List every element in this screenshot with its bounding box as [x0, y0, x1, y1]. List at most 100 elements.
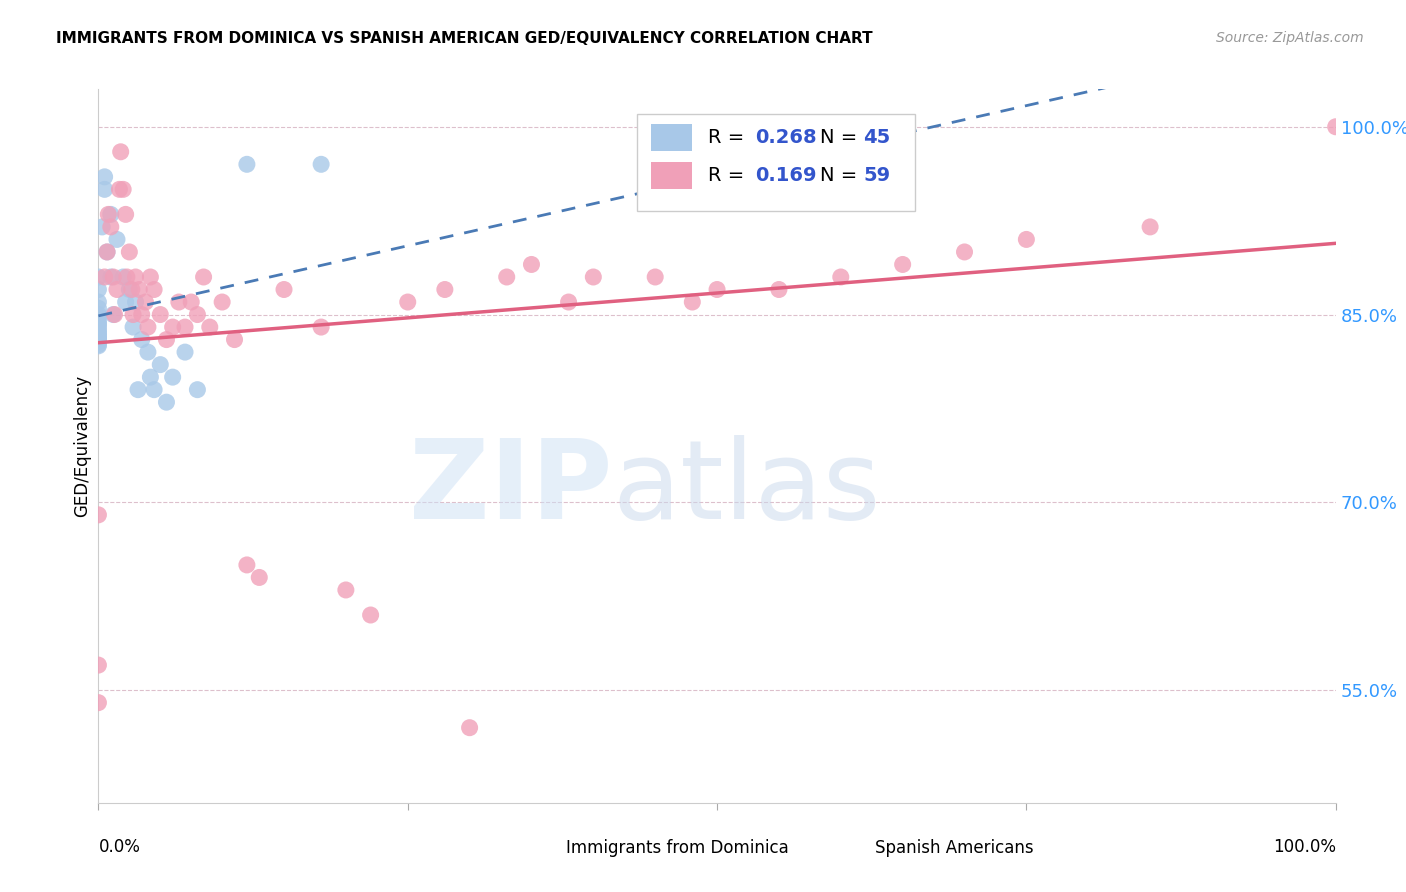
- Point: [309, 157, 332, 171]
- Point: [87, 337, 110, 351]
- Point: [706, 283, 728, 297]
- Text: 0.0%: 0.0%: [98, 838, 141, 855]
- Point: [87, 310, 110, 324]
- Text: R =: R =: [709, 166, 751, 185]
- Point: [681, 295, 703, 310]
- Point: [122, 320, 145, 334]
- Point: [115, 270, 138, 285]
- Text: ZIP: ZIP: [409, 435, 612, 542]
- FancyBboxPatch shape: [651, 124, 692, 152]
- Point: [162, 320, 184, 334]
- Point: [644, 270, 666, 285]
- Point: [124, 295, 146, 310]
- Point: [127, 383, 149, 397]
- Point: [105, 232, 128, 246]
- Point: [557, 295, 579, 310]
- Point: [335, 582, 357, 597]
- Point: [1139, 219, 1161, 234]
- Text: Spanish Americans: Spanish Americans: [876, 839, 1033, 857]
- Point: [118, 283, 141, 297]
- Point: [87, 318, 110, 332]
- Point: [105, 283, 128, 297]
- Point: [114, 295, 136, 310]
- Point: [96, 244, 118, 259]
- Text: 59: 59: [863, 166, 890, 185]
- Point: [236, 558, 259, 572]
- FancyBboxPatch shape: [637, 114, 915, 211]
- Point: [93, 169, 115, 184]
- Point: [155, 395, 177, 409]
- Point: [247, 570, 270, 584]
- Point: [87, 325, 110, 339]
- Point: [211, 295, 233, 310]
- Point: [131, 333, 153, 347]
- Text: R =: R =: [709, 128, 751, 147]
- Text: N =: N =: [820, 166, 863, 185]
- Point: [87, 314, 110, 328]
- Point: [87, 335, 110, 350]
- Point: [87, 658, 110, 673]
- Point: [100, 270, 122, 285]
- Text: Immigrants from Dominica: Immigrants from Dominica: [567, 839, 789, 857]
- Point: [174, 320, 197, 334]
- Point: [118, 244, 141, 259]
- Point: [309, 320, 332, 334]
- Point: [87, 295, 110, 310]
- Point: [87, 316, 110, 330]
- Point: [273, 283, 295, 297]
- Point: [93, 270, 115, 285]
- Point: [582, 270, 605, 285]
- Point: [1015, 232, 1038, 246]
- Text: 0.268: 0.268: [755, 128, 817, 147]
- Point: [167, 295, 190, 310]
- Point: [87, 696, 110, 710]
- Point: [87, 320, 110, 334]
- Point: [87, 308, 110, 322]
- Point: [495, 270, 517, 285]
- FancyBboxPatch shape: [526, 840, 557, 858]
- Point: [87, 339, 110, 353]
- Point: [458, 721, 481, 735]
- Point: [128, 283, 150, 297]
- Point: [87, 283, 110, 297]
- Point: [953, 244, 976, 259]
- Text: 45: 45: [863, 128, 890, 147]
- Point: [112, 270, 135, 285]
- Point: [121, 283, 143, 297]
- Point: [100, 207, 122, 221]
- Point: [520, 257, 543, 271]
- FancyBboxPatch shape: [651, 162, 692, 189]
- Point: [108, 182, 131, 196]
- Point: [103, 308, 125, 322]
- Point: [91, 219, 114, 234]
- FancyBboxPatch shape: [835, 840, 866, 858]
- Point: [193, 270, 215, 285]
- Point: [97, 207, 120, 221]
- Point: [124, 270, 146, 285]
- Point: [87, 270, 110, 285]
- Point: [155, 333, 177, 347]
- Point: [236, 157, 259, 171]
- Point: [891, 257, 914, 271]
- Point: [186, 383, 208, 397]
- Point: [139, 270, 162, 285]
- Text: 0.169: 0.169: [755, 166, 817, 185]
- Y-axis label: GED/Equivalency: GED/Equivalency: [73, 375, 91, 517]
- Point: [87, 326, 110, 341]
- Point: [143, 383, 166, 397]
- Point: [1324, 120, 1347, 134]
- Point: [87, 333, 110, 347]
- Point: [87, 331, 110, 345]
- Point: [149, 308, 172, 322]
- Point: [93, 182, 115, 196]
- Point: [87, 508, 110, 522]
- Point: [110, 145, 132, 159]
- Point: [134, 295, 156, 310]
- Text: atlas: atlas: [612, 435, 880, 542]
- Point: [96, 244, 118, 259]
- Point: [360, 607, 382, 622]
- Point: [162, 370, 184, 384]
- Text: N =: N =: [820, 128, 863, 147]
- Point: [139, 370, 162, 384]
- Point: [100, 219, 122, 234]
